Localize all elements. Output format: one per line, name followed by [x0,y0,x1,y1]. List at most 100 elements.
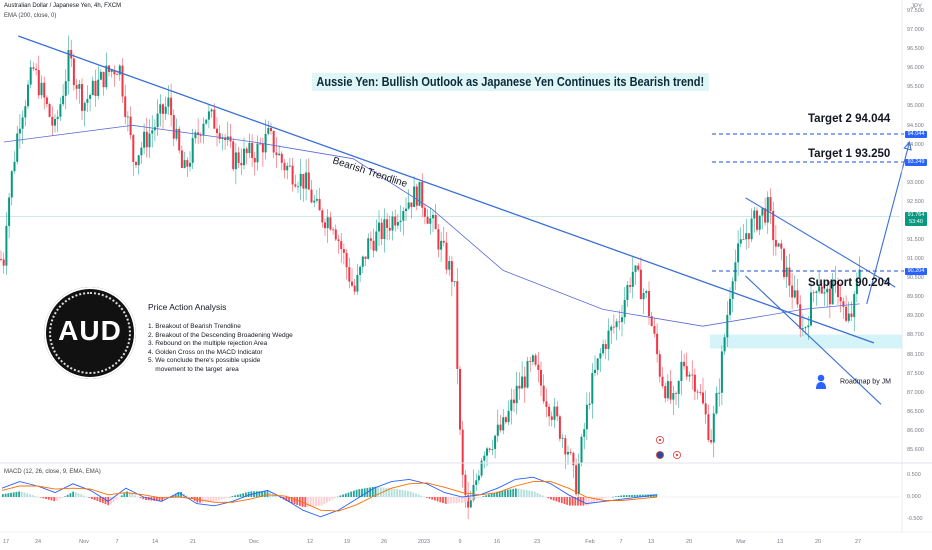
macd-bar [134,495,137,497]
candle [683,353,686,370]
macd-bar [474,497,477,499]
candle [275,137,278,168]
macd-bar [417,494,420,497]
macd-bar [558,497,560,503]
analysis-list: 1. Breakout of Bearish Trendline 2. Brea… [148,323,293,375]
macd-bar [363,488,366,497]
macd-histogram [2,486,658,508]
candle [675,391,677,406]
candle [715,386,718,415]
macd-legend[interactable]: MACD (12, 26, close, 9, EMA, EMA) [4,469,101,475]
macd-bar [66,494,69,497]
candle [456,268,459,385]
candle [556,401,559,421]
candle [121,58,124,103]
macd-bar [409,491,412,497]
analysis-point: 5. We conclude there's possible upside [148,357,261,365]
candle [812,290,815,303]
candle [594,355,596,376]
macd-bar [601,497,604,500]
time-axis-label: 24 [34,539,42,545]
candle [18,114,21,149]
macd-bar [218,497,220,501]
macd-bar [174,493,177,497]
macd-bar [577,497,579,506]
macd-bar [312,497,315,507]
candle [232,138,235,172]
macd-bar [255,491,258,497]
candle [70,39,73,68]
candle [321,208,324,228]
macd-bar [131,494,134,497]
macd-bar [598,497,601,501]
candle [226,121,229,147]
macd-bar [566,497,569,505]
macd-bar [515,488,517,497]
macd-bar [396,489,398,497]
macd-bar [209,497,212,502]
macd-bar [137,496,139,498]
macd-bar [39,497,42,498]
bar-countdown: 53:40 [909,219,923,225]
currency-label: JPY [910,4,922,10]
macd-bar [377,487,380,497]
author-badge[interactable]: Roadmap by JM [816,374,891,389]
macd-bar [80,494,83,497]
time-axis-label: 7 [619,539,623,545]
signal-line [1,481,658,512]
time-axis-label: 17 [2,539,10,545]
symbol-title[interactable]: Australian Dollar / Japanese Yen, 4h, FX… [4,3,122,9]
time-axis-label: 13 [776,539,784,545]
macd-bar [317,497,320,506]
candle [105,52,108,90]
macd-bar [77,493,80,497]
macd-bar [461,497,463,503]
macd-bar [501,490,504,497]
candle [531,353,534,366]
candle [353,279,356,296]
candle [8,193,11,239]
candle [137,154,140,175]
candle [750,208,753,243]
target1-label: Target 1 93.250 [808,148,891,160]
candle [855,272,858,303]
candle [234,143,237,185]
candle [839,283,842,313]
candle [361,255,364,274]
candle [278,145,281,156]
candle [704,390,707,424]
candle [645,289,648,298]
macd-bar [204,497,207,503]
candle [523,366,526,403]
macd-bar [398,489,401,497]
candle [13,151,16,174]
event-marker-2[interactable] [655,450,665,460]
macd-bar [496,491,498,497]
price-tag-target1: 93.249 [905,159,927,166]
time-axis-label: 7 [115,539,119,545]
logo-text: AUD [58,315,122,346]
candle [83,101,86,127]
macd-bar [177,492,180,497]
candle [483,451,486,469]
candle [143,123,146,155]
candle [612,314,615,334]
macd-bar [10,492,12,497]
ema-legend[interactable]: EMA (200, close, 0) [4,13,57,19]
candle [534,353,537,367]
candle [580,434,583,467]
macd-bar [20,491,23,497]
time-axis-label: 21 [189,539,197,545]
candle [334,224,337,242]
macd-bar [118,497,120,498]
price-axis-label: 85.600 [907,447,924,453]
candle [62,84,65,107]
macd-bar [523,489,525,497]
candle [499,414,502,433]
macd-bar [315,497,317,507]
candle [437,224,440,258]
macd-bar [539,494,542,497]
candle [558,414,561,442]
macd-bar [12,492,15,497]
candle [310,179,313,204]
